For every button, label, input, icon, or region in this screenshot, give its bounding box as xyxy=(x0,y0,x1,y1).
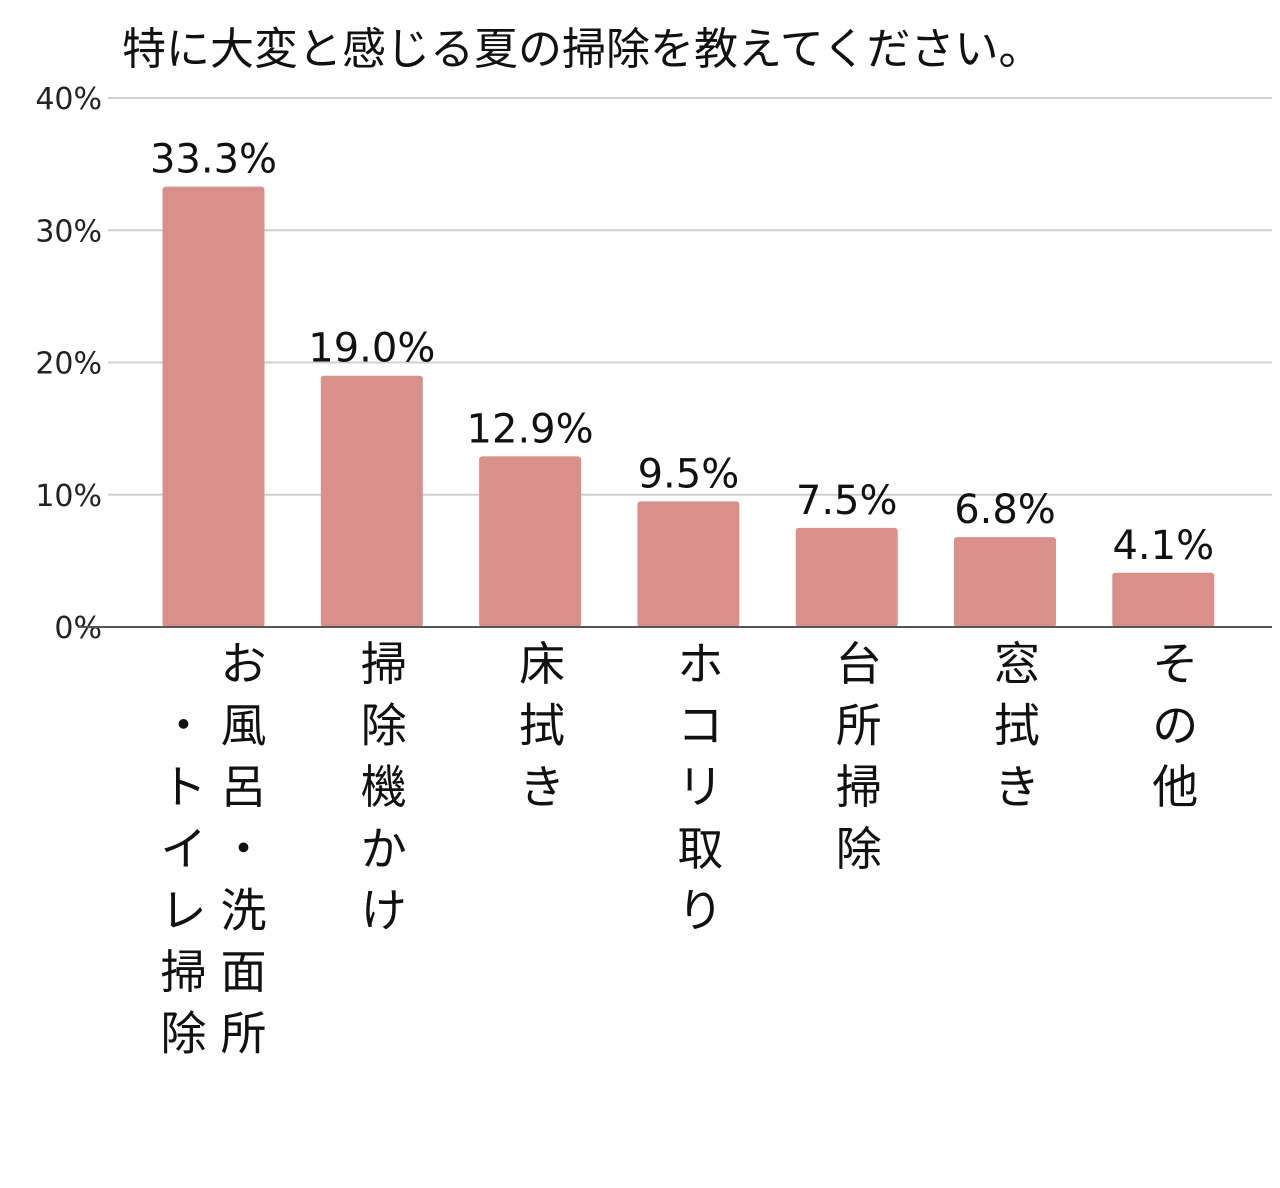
data-label: 4.1% xyxy=(1112,523,1214,569)
x-category-char: 掃 xyxy=(361,637,407,691)
x-category-char: 風 xyxy=(221,699,267,753)
bar xyxy=(479,456,582,627)
x-category-char: コ xyxy=(677,699,723,753)
x-category-char: 台 xyxy=(836,637,882,691)
x-category-char: 除 xyxy=(836,822,882,876)
x-category-char: の xyxy=(1152,699,1198,753)
x-category-char: 機 xyxy=(361,760,407,814)
y-tick-label: 0% xyxy=(54,611,102,646)
x-category-char: 呂 xyxy=(221,760,267,814)
bar xyxy=(1112,572,1215,627)
x-category-char: そ xyxy=(1152,637,1198,691)
data-label: 19.0% xyxy=(308,326,435,372)
y-tick-label: 10% xyxy=(35,479,102,514)
y-tick-label: 40% xyxy=(35,82,102,117)
x-category-label: 床拭き xyxy=(519,637,565,814)
x-category-char: 掃 xyxy=(836,760,882,814)
x-category-char: 窓 xyxy=(994,637,1040,691)
x-category-char: 所 xyxy=(221,1007,267,1061)
data-label: 12.9% xyxy=(467,406,594,452)
bar xyxy=(320,375,423,627)
x-category-char: 取 xyxy=(677,822,723,876)
x-category-column: 窓拭き xyxy=(994,637,1040,814)
x-category-label: お風呂・洗面所・トイレ掃除 xyxy=(161,637,267,1061)
x-category-char: 床 xyxy=(519,637,565,691)
x-category-char: 洗 xyxy=(221,883,267,937)
chart-title: 特に大変と感じる夏の掃除を教えてください。 xyxy=(122,24,1042,75)
x-category-char: ホ xyxy=(677,637,723,691)
grid-lines xyxy=(108,97,1272,496)
data-label: 9.5% xyxy=(638,451,740,497)
x-category-char: 面 xyxy=(221,945,267,999)
x-category-char: リ xyxy=(677,760,723,814)
data-label: 33.3% xyxy=(150,137,277,183)
x-category-label: 掃除機かけ xyxy=(361,637,407,937)
x-category-column: 台所掃除 xyxy=(836,637,882,876)
y-tick-label: 30% xyxy=(35,214,102,249)
x-category-char: け xyxy=(361,883,407,937)
x-category-label: 窓拭き xyxy=(994,637,1040,814)
x-category-char: き xyxy=(994,760,1040,814)
x-category-char: 他 xyxy=(1152,760,1198,814)
bar xyxy=(954,537,1056,627)
x-category-char: お xyxy=(221,637,267,691)
x-category-char: ・ xyxy=(221,822,267,876)
x-category-column: その他 xyxy=(1152,637,1198,814)
data-label: 6.8% xyxy=(954,487,1056,533)
x-category-char: 所 xyxy=(836,699,882,753)
x-category-char: り xyxy=(677,883,723,937)
x-category-column: ・トイレ掃除 xyxy=(161,699,207,1061)
x-category-char: レ xyxy=(161,883,207,937)
bar xyxy=(637,501,740,627)
x-category-label: ホコリ取り xyxy=(677,637,723,937)
x-category-char: 除 xyxy=(161,1007,207,1061)
x-category-label: その他 xyxy=(1152,637,1198,814)
x-category-char: 拭 xyxy=(519,699,565,753)
x-category-char: ・ xyxy=(161,699,207,753)
data-label: 7.5% xyxy=(796,478,898,524)
data-labels: 33.3% 19.0% 12.9% 9.5% 7.5% 6.8% 4.1% xyxy=(150,137,1214,569)
x-category-char: イ xyxy=(161,822,207,876)
y-axis-ticks: 0% 10% 20% 30% 40% xyxy=(35,82,102,646)
y-tick-label: 20% xyxy=(35,347,102,382)
x-category-label: 台所掃除 xyxy=(836,637,882,876)
x-category-char: か xyxy=(361,822,407,876)
x-category-char: き xyxy=(519,760,565,814)
bars xyxy=(162,186,1215,628)
x-category-char: 掃 xyxy=(161,945,207,999)
x-category-column: 掃除機かけ xyxy=(361,637,407,937)
x-category-char: 除 xyxy=(361,699,407,753)
x-category-char: 拭 xyxy=(994,699,1040,753)
x-category-column: お風呂・洗面所 xyxy=(221,637,267,1061)
x-category-column: 床拭き xyxy=(519,637,565,814)
bar xyxy=(162,186,265,628)
x-category-column: ホコリ取り xyxy=(677,637,723,937)
bar xyxy=(795,527,898,627)
x-category-char: ト xyxy=(161,760,207,814)
